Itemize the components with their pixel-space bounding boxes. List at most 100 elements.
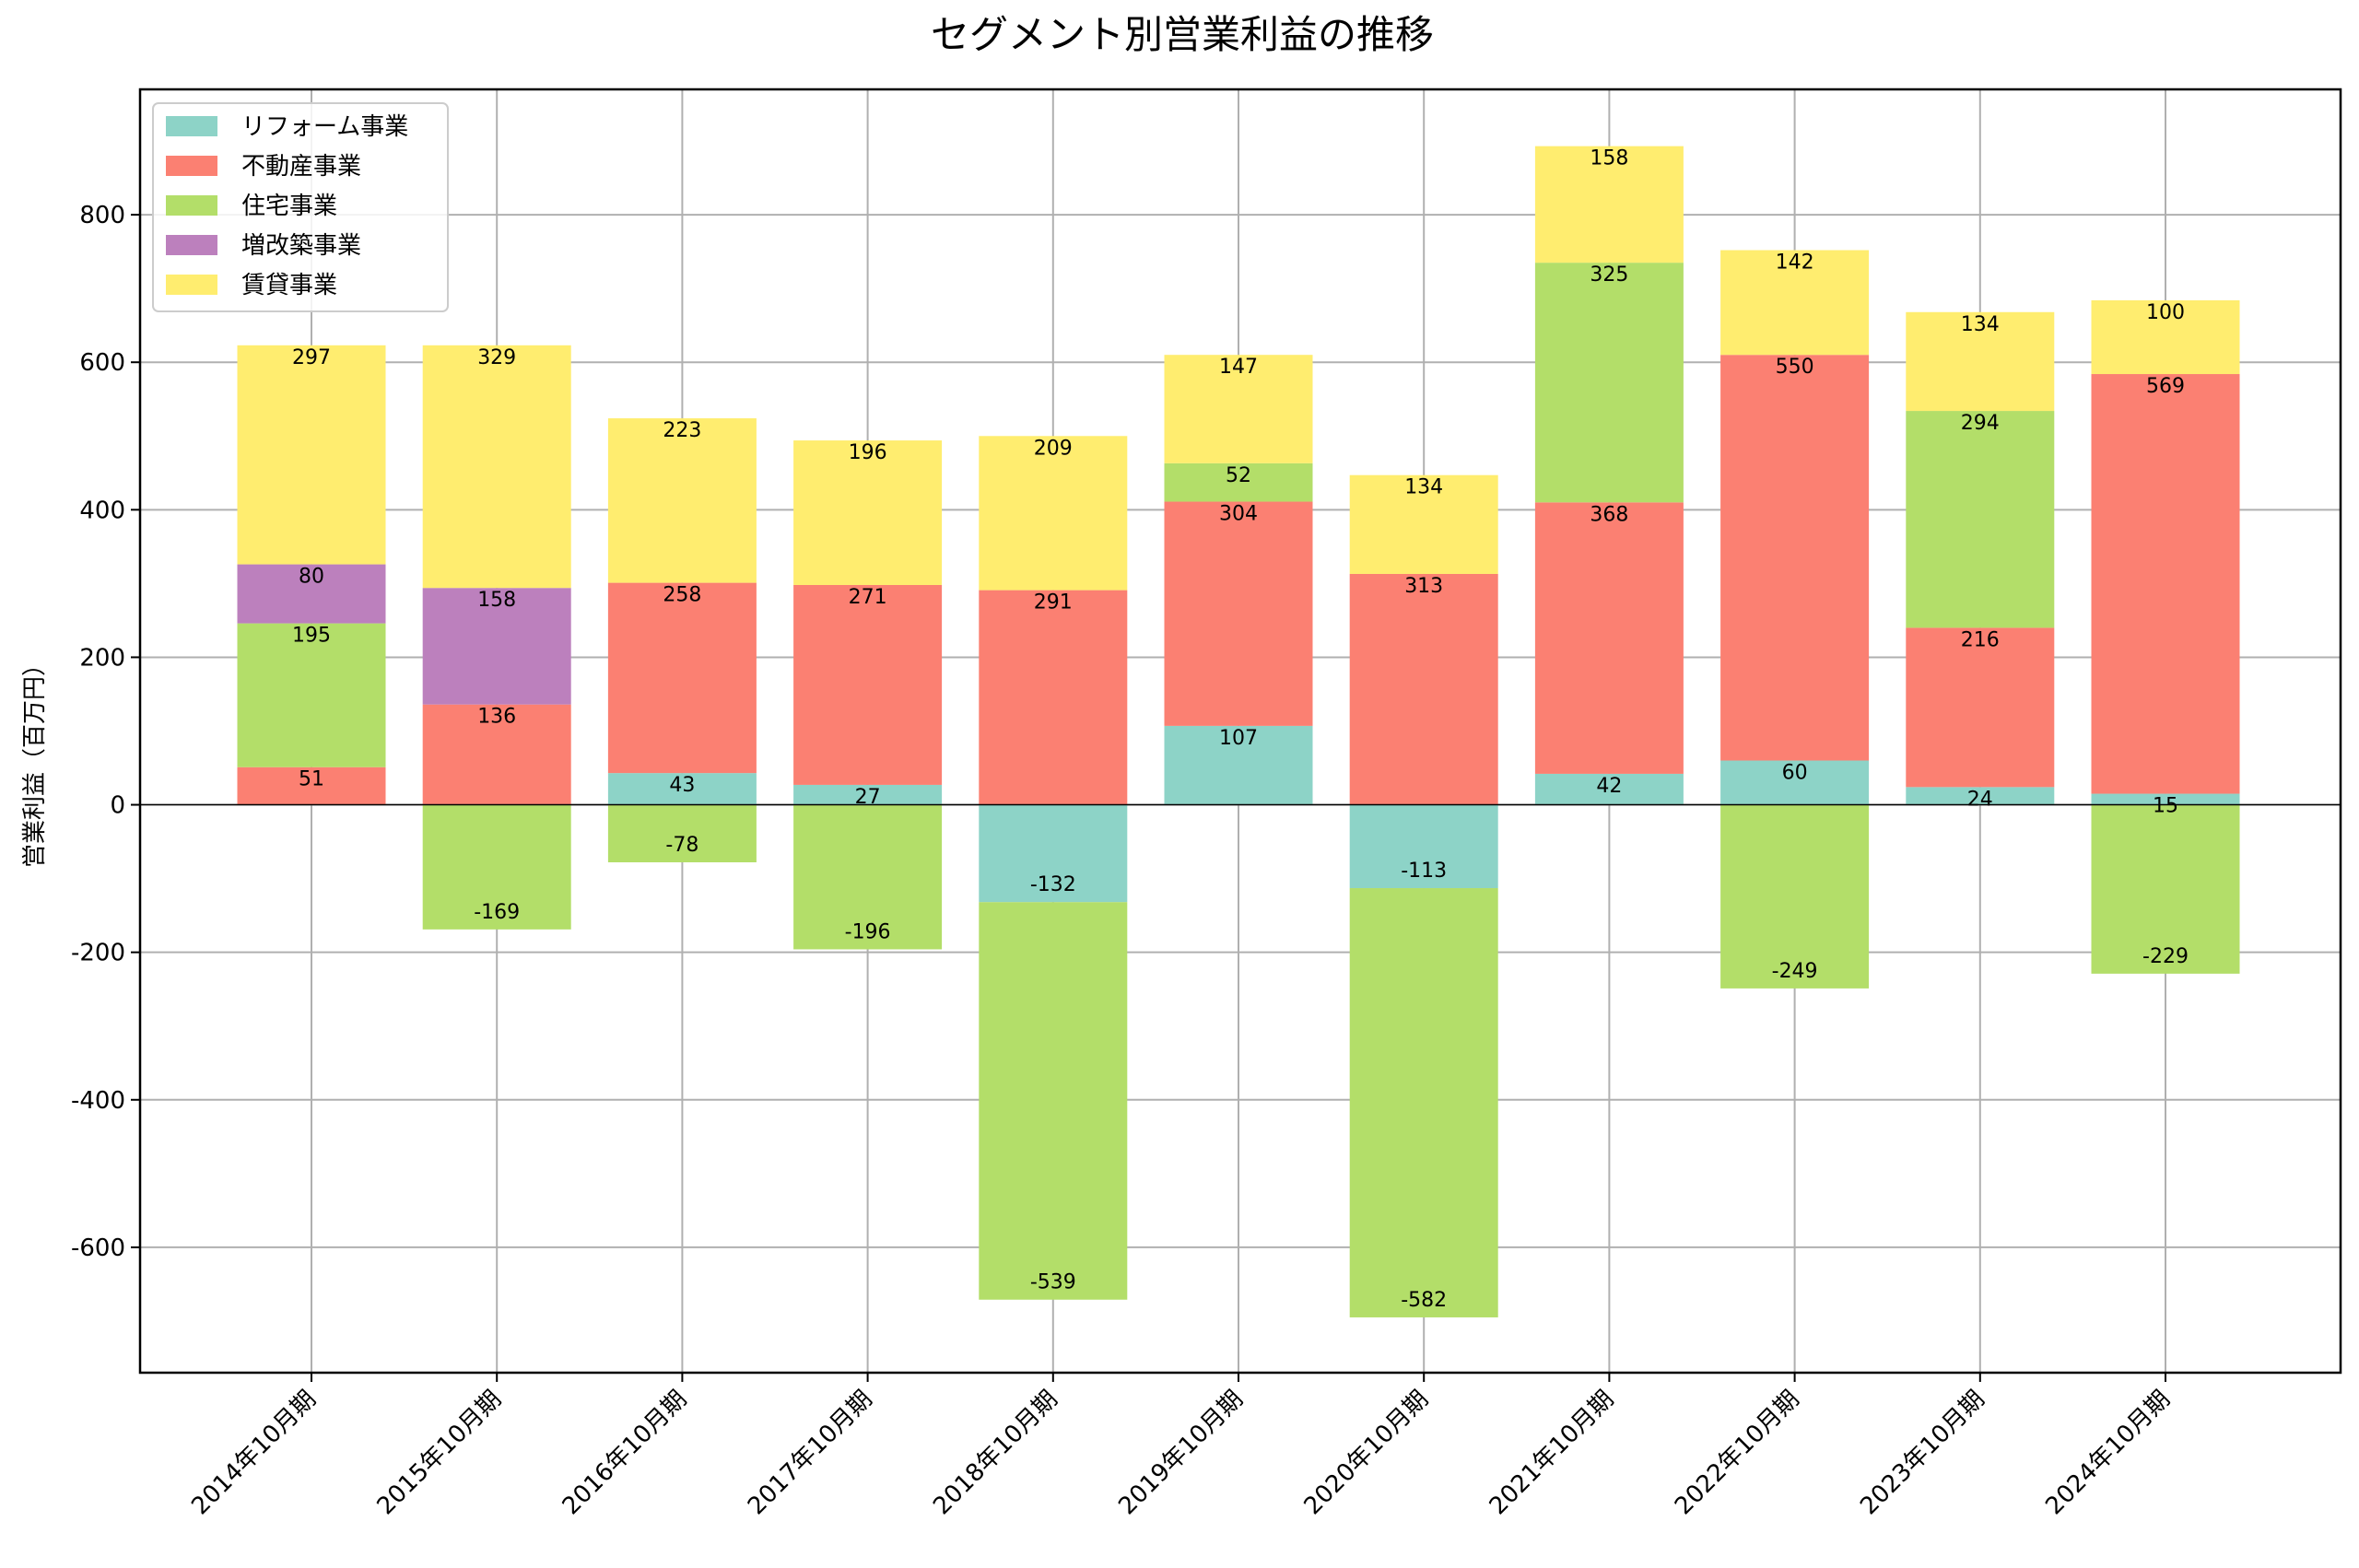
bar-value-label: 271: [849, 586, 887, 609]
bar-segment: [979, 590, 1128, 805]
bar-value-label: 24: [1967, 788, 1993, 811]
bar-segment: [422, 345, 571, 589]
bar-segment: [1720, 250, 1870, 356]
chart-title: セグメント別営業利益の推移: [931, 12, 1434, 57]
bar-value-label: -169: [474, 901, 520, 924]
bar-segment: [607, 582, 757, 774]
y-axis-label: 営業利益（百万円）: [21, 652, 49, 868]
y-tick-label: 0: [110, 792, 125, 820]
bar-value-label: -582: [1401, 1289, 1447, 1312]
legend-swatch: [166, 235, 217, 255]
bar-value-label: 313: [1404, 575, 1443, 598]
bar-segment: [1906, 311, 2055, 412]
legend-label: 不動産事業: [241, 153, 361, 181]
bar-segment: [1906, 411, 2055, 628]
y-tick-label: 200: [79, 644, 125, 672]
bar-value-label: 15: [2153, 795, 2178, 818]
bar-segment: [979, 436, 1128, 591]
bar-value-label: -249: [1772, 960, 1818, 983]
bar-segment: [237, 623, 386, 767]
y-tick-label: 600: [79, 349, 125, 377]
legend-swatch: [166, 195, 217, 216]
bar-segment: [1906, 787, 2055, 805]
bar-segment: [422, 704, 571, 805]
bar-value-label: 134: [1961, 313, 2000, 336]
bar-value-label: 158: [477, 589, 516, 612]
plot-frame: [138, 88, 2342, 1375]
legend-label: 増改築事業: [241, 232, 361, 260]
y-tick-label: -200: [71, 940, 125, 967]
bar-value-label: 550: [1776, 356, 1814, 379]
bar-segment: [2091, 793, 2240, 805]
bar-segment: [2091, 804, 2240, 974]
legend-swatch: [166, 156, 217, 176]
bar-value-label: 43: [669, 774, 695, 797]
bar-value-label: 216: [1961, 628, 2000, 651]
bar-value-label: 209: [1034, 437, 1073, 460]
bar-value-label: 80: [299, 566, 324, 589]
bar-value-label: -539: [1030, 1271, 1076, 1294]
legend-label: リフォーム事業: [241, 113, 408, 141]
bar-segment: [1534, 773, 1684, 805]
bar-value-label: 147: [1219, 356, 1258, 379]
bar-segment: [1906, 627, 2055, 788]
bar-segment: [979, 804, 1128, 903]
y-tick-label: -600: [71, 1235, 125, 1262]
bar-segment: [607, 804, 757, 863]
bar-segment: [1164, 462, 1313, 502]
bar-value-label: 297: [292, 346, 331, 369]
bar-segment: [2091, 374, 2240, 794]
bar-segment: [979, 902, 1128, 1300]
bar-value-label: 569: [2146, 375, 2185, 398]
legend-swatch: [166, 275, 217, 295]
data-labels-layer: 5119580297136-16915832943258-7822327271-…: [292, 147, 2189, 1312]
legend-label: 住宅事業: [241, 193, 337, 220]
y-tick-label: 400: [79, 497, 125, 524]
bar-value-label: 304: [1219, 503, 1258, 526]
bar-value-label: 52: [1226, 464, 1251, 487]
bar-value-label: 134: [1404, 476, 1443, 499]
y-tick-label: -400: [71, 1087, 125, 1115]
bar-segment: [422, 804, 571, 930]
bar-segment: [607, 773, 757, 805]
bar-value-label: 195: [292, 625, 331, 648]
bar-value-label: 223: [663, 419, 701, 442]
bar-value-label: 42: [1596, 775, 1622, 798]
bar-segment: [1349, 804, 1498, 889]
bar-segment: [1720, 804, 1870, 989]
bar-segment: [237, 564, 386, 624]
bar-value-label: 60: [1782, 762, 1808, 785]
bars-layer: [237, 146, 2240, 1317]
bar-segment: [1164, 501, 1313, 726]
bar-value-label: -229: [2142, 945, 2189, 968]
legend-swatch: [166, 116, 217, 136]
bar-segment: [237, 345, 386, 565]
bar-segment: [1349, 474, 1498, 574]
bar-segment: [1164, 355, 1313, 463]
bar-segment: [793, 440, 943, 585]
bar-segment: [793, 784, 943, 805]
bar-value-label: 142: [1776, 252, 1814, 275]
bar-value-label: 368: [1590, 503, 1628, 526]
y-tick-label: 800: [79, 202, 125, 229]
bar-value-label: -78: [665, 834, 698, 857]
legend-frame: [152, 102, 449, 312]
bar-segment: [607, 418, 757, 583]
bar-segment: [1720, 355, 1870, 761]
bar-segment: [2091, 299, 2240, 375]
bar-value-label: 325: [1590, 263, 1628, 287]
bar-value-label: 258: [663, 584, 701, 607]
bar-segment: [793, 584, 943, 785]
bar-segment: [1534, 502, 1684, 774]
bar-value-label: 107: [1219, 727, 1258, 750]
bar-value-label: 100: [2146, 301, 2185, 324]
bar-value-label: 294: [1961, 412, 2000, 435]
bar-value-label: 51: [299, 768, 324, 791]
bar-segment: [1720, 760, 1870, 805]
legend-label: 賃貸事業: [241, 272, 337, 299]
bar-value-label: 196: [849, 441, 887, 464]
bar-value-label: 329: [477, 346, 516, 369]
bar-value-label: -132: [1030, 873, 1076, 896]
